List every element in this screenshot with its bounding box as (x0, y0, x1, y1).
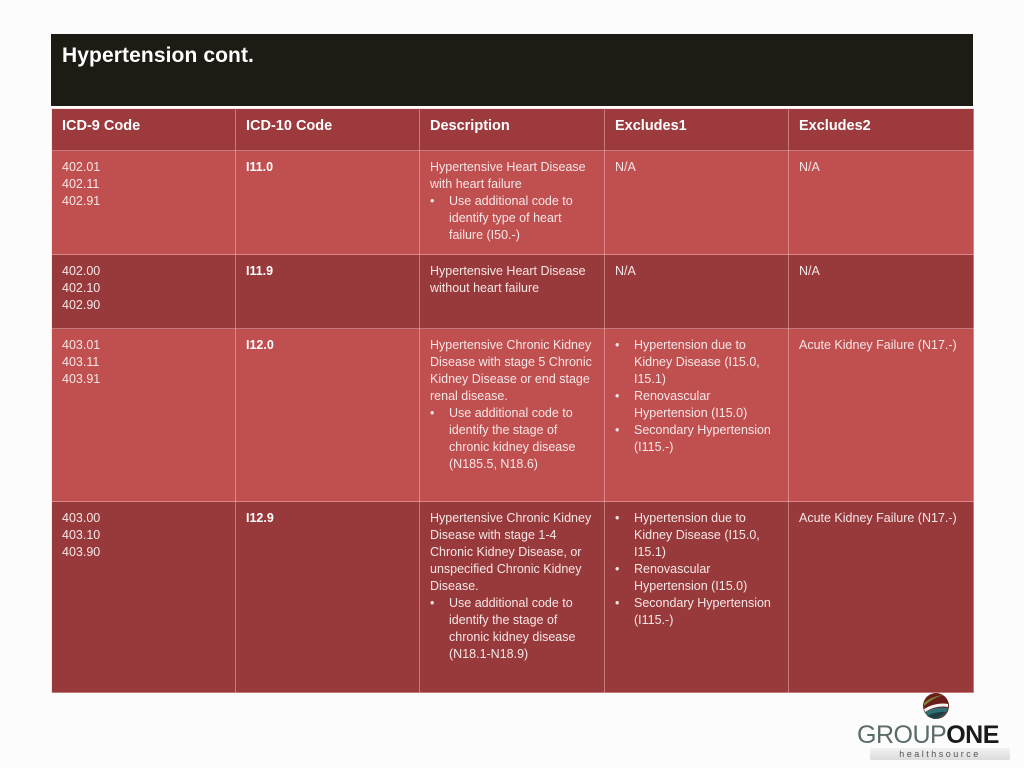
table-row: 403.01 403.11 403.91 I12.0 Hypertensive … (51, 328, 974, 502)
excludes1-text: N/A (615, 264, 636, 278)
icd9-cell: 403.01 403.11 403.91 (51, 328, 236, 502)
icd10-cell: I12.9 (235, 501, 420, 693)
description-cell: Hypertensive Chronic Kidney Disease with… (419, 501, 605, 693)
header-excludes1: Excludes1 (604, 108, 789, 151)
icd9-code: 402.00 (62, 264, 101, 278)
icd9-cell: 403.00 403.10 403.90 (51, 501, 236, 693)
header-description: Description (419, 108, 605, 151)
icd9-cell: 402.01 402.11 402.91 (51, 150, 236, 255)
logo-swirl-icon (923, 693, 949, 719)
icd9-code: 403.00 (62, 511, 101, 525)
excludes1-bullet: Secondary Hypertension (I115.-) (615, 595, 778, 629)
excludes1-cell: Hypertension due to Kidney Disease (I15.… (604, 501, 789, 693)
excludes2-cell: Acute Kidney Failure (N17.-) (788, 501, 974, 693)
excludes1-bullet: Renovascular Hypertension (I15.0) (615, 388, 778, 422)
icd9-code: 402.90 (62, 298, 101, 312)
description-bullet: Use additional code to identify the stag… (430, 405, 594, 473)
excludes1-bullets: Hypertension due to Kidney Disease (I15.… (615, 510, 778, 629)
description-cell: Hypertensive Heart Disease with heart fa… (419, 150, 605, 255)
description-text: Hypertensive Chronic Kidney Disease with… (430, 338, 592, 403)
icd10-code: I11.0 (246, 160, 274, 174)
table-header-row: ICD-9 Code ICD-10 Code Description Exclu… (51, 108, 974, 151)
description-bullets: Use additional code to identify the stag… (430, 595, 594, 663)
logo-wordmark: GROUPONE (857, 721, 999, 749)
icd10-cell: I11.0 (235, 150, 420, 255)
description-text: Hypertensive Heart Disease without heart… (430, 264, 586, 295)
excludes1-bullet: Secondary Hypertension (I115.-) (615, 422, 778, 456)
icd9-code: 403.11 (62, 355, 100, 369)
icd10-code: I12.0 (246, 338, 274, 352)
icd-code-table: ICD-9 Code ICD-10 Code Description Exclu… (51, 108, 974, 693)
icd10-code: I12.9 (246, 511, 274, 525)
icd9-code: 403.01 (62, 338, 101, 352)
table-row: 402.01 402.11 402.91 I11.0 Hypertensive … (51, 150, 974, 255)
description-bullets: Use additional code to identify the stag… (430, 405, 594, 473)
excludes2-text: N/A (799, 264, 820, 278)
logo-tagline: healthsource (870, 748, 1010, 760)
icd9-code: 402.11 (62, 177, 100, 191)
excludes2-cell: N/A (788, 150, 974, 255)
icd9-code: 403.90 (62, 545, 101, 559)
excludes1-cell: N/A (604, 254, 789, 329)
excludes1-bullet: Hypertension due to Kidney Disease (I15.… (615, 510, 778, 561)
description-bullet: Use additional code to identify the stag… (430, 595, 594, 663)
description-cell: Hypertensive Chronic Kidney Disease with… (419, 328, 605, 502)
excludes1-text: N/A (615, 160, 636, 174)
excludes2-text: N/A (799, 160, 820, 174)
description-bullets: Use additional code to identify type of … (430, 193, 594, 244)
icd9-code: 403.91 (62, 372, 101, 386)
icd10-cell: I11.9 (235, 254, 420, 329)
icd9-code: 402.10 (62, 281, 101, 295)
header-icd10: ICD-10 Code (235, 108, 420, 151)
header-icd9: ICD-9 Code (51, 108, 236, 151)
slide-title: Hypertension cont. (62, 44, 254, 67)
icd9-code: 403.10 (62, 528, 101, 542)
icd9-code: 402.91 (62, 194, 101, 208)
icd10-cell: I12.0 (235, 328, 420, 502)
description-bullet: Use additional code to identify type of … (430, 193, 594, 244)
icd9-cell: 402.00 402.10 402.90 (51, 254, 236, 329)
description-text: Hypertensive Heart Disease with heart fa… (430, 160, 586, 191)
description-cell: Hypertensive Heart Disease without heart… (419, 254, 605, 329)
excludes2-cell: Acute Kidney Failure (N17.-) (788, 328, 974, 502)
excludes1-bullet: Renovascular Hypertension (I15.0) (615, 561, 778, 595)
slide-title-bar: Hypertension cont. (51, 34, 973, 106)
excludes1-cell: Hypertension due to Kidney Disease (I15.… (604, 328, 789, 502)
excludes2-text: Acute Kidney Failure (N17.-) (799, 338, 957, 352)
description-text: Hypertensive Chronic Kidney Disease with… (430, 511, 592, 593)
excludes1-bullets: Hypertension due to Kidney Disease (I15.… (615, 337, 778, 456)
table-row: 403.00 403.10 403.90 I12.9 Hypertensive … (51, 501, 974, 693)
header-excludes2: Excludes2 (788, 108, 974, 151)
group-one-logo: GROUPONE healthsource (856, 692, 1016, 762)
excludes1-bullet: Hypertension due to Kidney Disease (I15.… (615, 337, 778, 388)
table-row: 402.00 402.10 402.90 I11.9 Hypertensive … (51, 254, 974, 329)
excludes2-text: Acute Kidney Failure (N17.-) (799, 511, 957, 525)
excludes2-cell: N/A (788, 254, 974, 329)
icd10-code: I11.9 (246, 264, 274, 278)
excludes1-cell: N/A (604, 150, 789, 255)
icd9-code: 402.01 (62, 160, 101, 174)
